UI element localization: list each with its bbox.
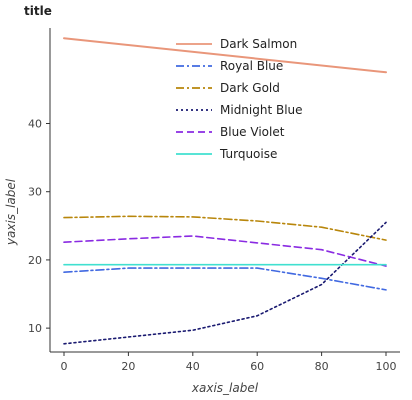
x-tick-label: 0 xyxy=(61,360,68,373)
y-tick-label: 20 xyxy=(28,254,42,267)
y-tick-label: 40 xyxy=(28,117,42,130)
x-tick-label: 80 xyxy=(315,360,329,373)
x-tick-label: 100 xyxy=(376,360,397,373)
axes: 10 20 30 40 0 20 40 60 80 100 xyxy=(28,28,400,373)
series-line-midnight-blue xyxy=(63,221,387,345)
series-line-dark-gold xyxy=(63,215,387,241)
legend: Dark Salmon Royal Blue Dark Gold Midnight B… xyxy=(176,37,303,161)
series-line-royal-blue xyxy=(63,267,387,291)
x-tick-label: 20 xyxy=(121,360,135,373)
series-line-blue-violet xyxy=(63,235,387,267)
legend-label: Dark Salmon xyxy=(220,37,297,51)
x-tick-label: 60 xyxy=(250,360,264,373)
legend-label: Royal Blue xyxy=(220,59,283,73)
series-line-dark-salmon xyxy=(63,37,387,74)
plot-area xyxy=(63,37,387,345)
x-axis-label: xaxis_label xyxy=(191,381,259,395)
legend-label: Dark Gold xyxy=(220,81,280,95)
legend-label: Midnight Blue xyxy=(220,103,303,117)
x-tick-label: 40 xyxy=(186,360,200,373)
legend-label: Blue Violet xyxy=(220,125,285,139)
legend-label: Turquoise xyxy=(219,147,277,161)
y-tick-label: 30 xyxy=(28,186,42,199)
y-tick-label: 10 xyxy=(28,322,42,335)
chart-title: title xyxy=(24,4,52,18)
y-axis-label: yaxis_label xyxy=(4,178,18,246)
